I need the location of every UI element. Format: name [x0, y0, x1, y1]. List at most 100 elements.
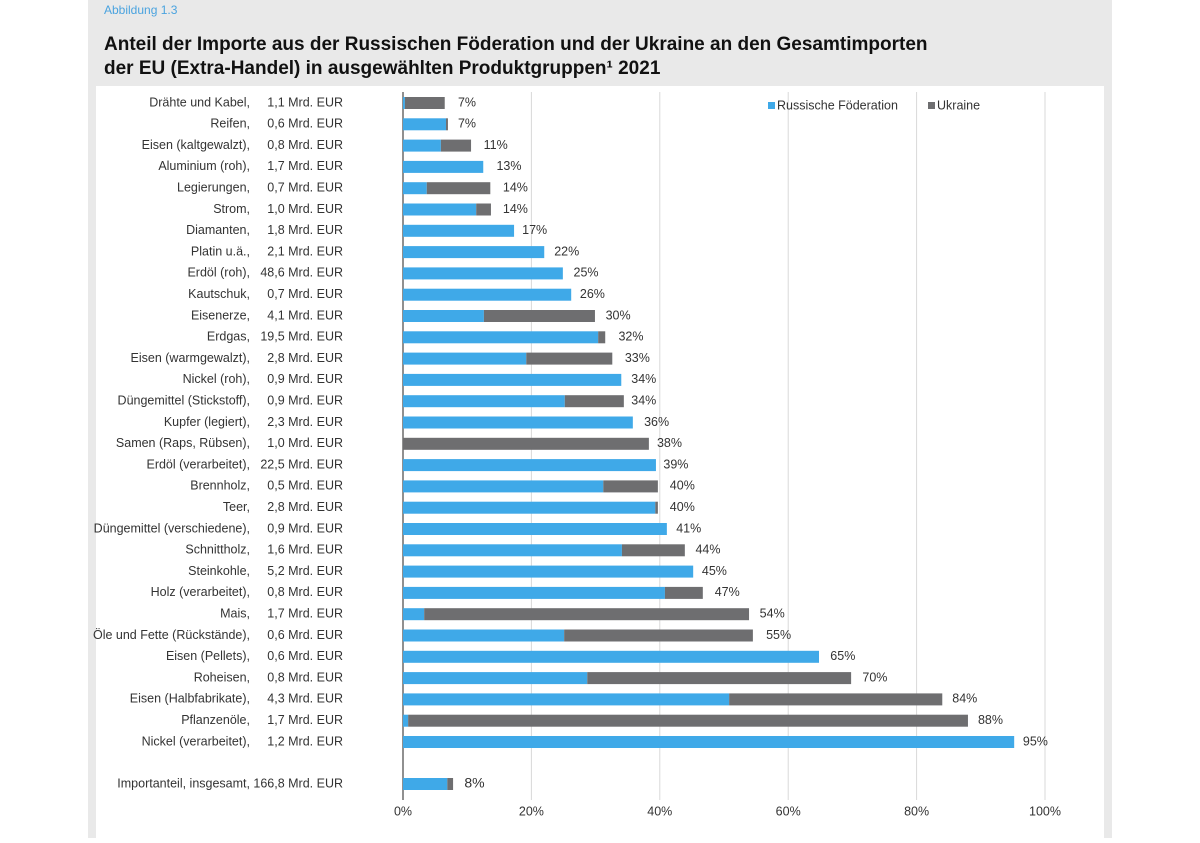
volume-label: 4,3 Mrd. EUR	[267, 692, 343, 706]
bar-segment	[403, 501, 656, 514]
category-label: Erdgas,	[207, 330, 250, 344]
total-label: 65%	[830, 649, 855, 663]
bar-segment	[403, 672, 588, 685]
category-label: Pflanzenöle,	[181, 713, 250, 727]
category-label: Erdöl (roh),	[187, 266, 250, 280]
category-label: Eisen (kaltgewalzt),	[142, 138, 250, 152]
bar-segment	[483, 310, 595, 322]
bar-segment	[403, 160, 484, 173]
volume-label: 0,6 Mrd. EUR	[267, 117, 343, 131]
x-tick-label: 40%	[647, 804, 672, 818]
total-label: 22%	[554, 244, 579, 258]
total-label: 88%	[978, 713, 1003, 727]
bar-segment	[403, 693, 730, 706]
volume-label: 1,7 Mrd. EUR	[267, 713, 343, 727]
category-label: Eisen (warmgewalzt),	[131, 351, 250, 365]
figure-label: Abbildung 1.3	[104, 3, 178, 17]
bar-segment	[476, 203, 491, 216]
bar-segment	[403, 118, 447, 131]
volume-label: 0,7 Mrd. EUR	[267, 180, 343, 194]
category-label: Eisen (Pellets),	[166, 649, 250, 663]
volume-label: 22,5 Mrd. EUR	[260, 457, 343, 471]
total-label: 44%	[695, 543, 720, 557]
bar-segment	[403, 395, 565, 408]
legend-swatch	[768, 102, 775, 109]
volume-label: 0,6 Mrd. EUR	[267, 649, 343, 663]
total-label: 30%	[606, 308, 631, 322]
volume-label: 0,8 Mrd. EUR	[267, 585, 343, 599]
bar-segment	[403, 331, 599, 344]
x-tick-label: 60%	[776, 804, 801, 818]
volume-label: 0,7 Mrd. EUR	[267, 287, 343, 301]
bar-segment	[403, 416, 633, 429]
volume-label: 0,9 Mrd. EUR	[267, 372, 343, 386]
category-label: Düngemittel (verschiedene),	[94, 521, 250, 535]
bar-segment	[403, 352, 527, 365]
bar-segment	[403, 203, 477, 216]
bar-segment	[598, 331, 606, 344]
category-label: Brennholz,	[190, 479, 250, 493]
total-label: 47%	[715, 585, 740, 599]
volume-label: 166,8 Mrd. EUR	[253, 776, 343, 790]
category-label: Drähte und Kabel,	[149, 95, 250, 109]
volume-label: 2,1 Mrd. EUR	[267, 244, 343, 258]
bar-segment	[564, 395, 624, 408]
total-label: 11%	[484, 138, 508, 152]
bar-segment	[664, 586, 703, 599]
bar-segment	[526, 352, 613, 365]
category-label: Öle und Fette (Rückstände),	[93, 628, 250, 642]
volume-label: 0,9 Mrd. EUR	[267, 393, 343, 407]
total-label: 54%	[760, 606, 785, 620]
category-label: Nickel (verarbeitet),	[142, 734, 250, 748]
volume-label: 2,3 Mrd. EUR	[267, 415, 343, 429]
category-label: Aluminium (roh),	[158, 159, 250, 173]
bar-segment	[403, 650, 820, 663]
category-label: Erdöl (verarbeitet),	[146, 457, 250, 471]
bar-segment	[729, 693, 943, 706]
volume-label: 0,5 Mrd. EUR	[267, 479, 343, 493]
bar-segment	[403, 565, 694, 578]
chart-title: der EU (Extra-Handel) in ausgewählten Pr…	[104, 58, 661, 79]
total-label: 13%	[496, 159, 521, 173]
volume-label: 48,6 Mrd. EUR	[260, 266, 343, 280]
volume-label: 4,1 Mrd. EUR	[267, 308, 343, 322]
category-label: Reifen,	[210, 117, 250, 131]
total-label: 25%	[574, 266, 599, 280]
volume-label: 0,8 Mrd. EUR	[267, 670, 343, 684]
total-label: 26%	[580, 287, 605, 301]
bar-segment	[403, 608, 425, 621]
category-label: Teer,	[223, 500, 250, 514]
volume-label: 0,6 Mrd. EUR	[267, 628, 343, 642]
total-label: 36%	[644, 415, 669, 429]
volume-label: 1,2 Mrd. EUR	[267, 734, 343, 748]
volume-label: 5,2 Mrd. EUR	[267, 564, 343, 578]
category-label: Nickel (roh),	[183, 372, 250, 386]
x-tick-label: 80%	[904, 804, 929, 818]
bar-segment	[403, 629, 565, 642]
bar-segment	[403, 246, 545, 259]
volume-label: 0,8 Mrd. EUR	[267, 138, 343, 152]
volume-label: 2,8 Mrd. EUR	[267, 351, 343, 365]
volume-label: 1,0 Mrd. EUR	[267, 202, 343, 216]
bar-segment	[564, 629, 753, 642]
x-tick-label: 0%	[394, 804, 412, 818]
total-label: 7%	[458, 117, 476, 131]
bar-segment	[403, 139, 441, 152]
total-label: 32%	[618, 330, 643, 344]
bar-segment	[447, 778, 454, 790]
legend-label: Ukraine	[937, 98, 980, 112]
bar-segment	[603, 480, 658, 493]
total-label: 45%	[702, 564, 727, 578]
bar-segment	[403, 714, 409, 727]
bar-segment	[403, 224, 515, 237]
bar-segment	[408, 714, 968, 727]
bar-segment	[587, 672, 852, 685]
category-label: Samen (Raps, Rübsen),	[116, 436, 250, 450]
total-label: 38%	[657, 436, 682, 450]
total-label: 14%	[503, 180, 528, 194]
volume-label: 0,9 Mrd. EUR	[267, 521, 343, 535]
bar-segment	[403, 182, 427, 195]
bar-segment	[655, 501, 658, 514]
category-label: Holz (verarbeitet),	[151, 585, 250, 599]
